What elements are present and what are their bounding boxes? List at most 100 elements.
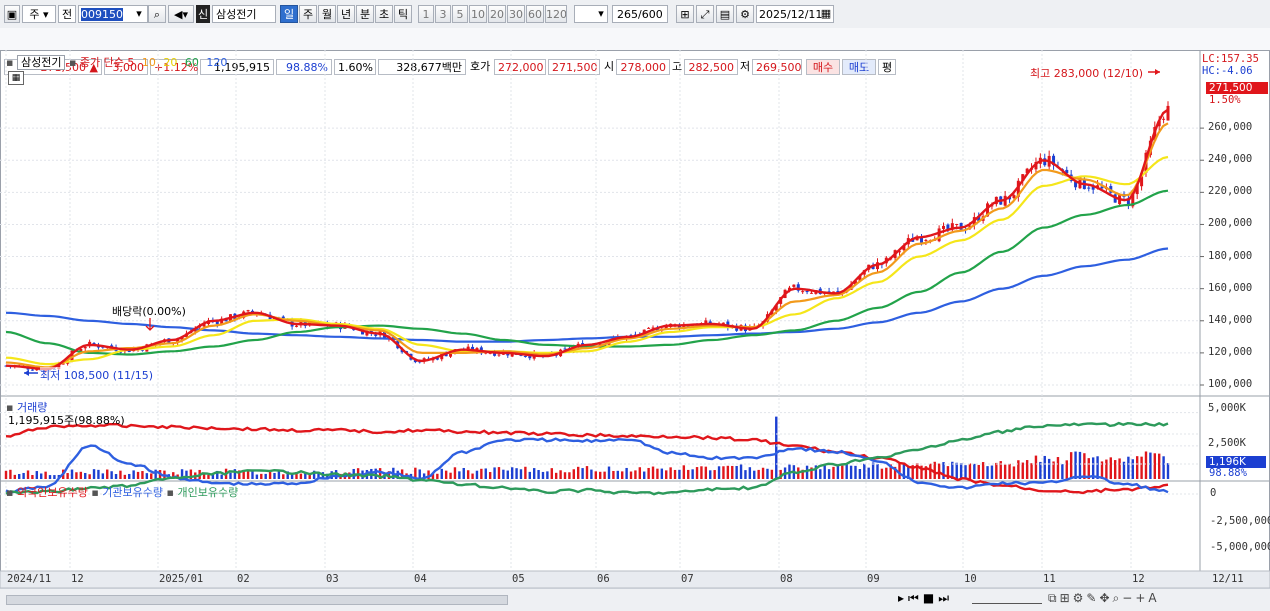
candle-type-icon[interactable]: ⊞: [676, 5, 694, 23]
candle-body: [986, 203, 990, 217]
interval-tab-2[interactable]: 5: [452, 5, 468, 23]
ma-legend-5: 5: [127, 56, 135, 69]
count-field[interactable]: 265/600: [612, 5, 668, 23]
interval-tab-3[interactable]: 10: [469, 5, 487, 23]
stock-label[interactable]: 삼성전기: [16, 55, 66, 70]
volume-bar: [220, 474, 223, 479]
first-icon[interactable]: ⏮: [908, 591, 923, 605]
holding-legend: ▪ 외국인보유수량 ▪ 기관보유수량 ▪ 개인보유수량: [6, 486, 239, 499]
stock-name-field[interactable]: 삼성전기: [212, 5, 276, 23]
volume-bar: [1122, 461, 1126, 479]
interval-tab-5[interactable]: 30: [507, 5, 525, 23]
volume-bar: [647, 467, 650, 479]
table-icon[interactable]: ▦: [8, 71, 24, 85]
volume-bar: [766, 468, 769, 479]
stock-code-input[interactable]: 009150: [78, 5, 148, 23]
volume-bar: [510, 467, 514, 479]
interval-tab-1[interactable]: 3: [435, 5, 451, 23]
holding-line-1: [5, 437, 1169, 494]
candle-body: [1003, 195, 1007, 206]
period-type-select[interactable]: 주 ▾: [22, 5, 56, 23]
period-tab-3[interactable]: 년: [337, 5, 355, 23]
horizontal-scrollbar[interactable]: [6, 595, 508, 605]
settings-icon[interactable]: ⚙: [1072, 591, 1087, 605]
search-icon[interactable]: ⌕: [148, 5, 166, 23]
ask-price: 272,000: [494, 59, 546, 75]
x-axis-label: 03: [326, 573, 339, 585]
volume-bar: [255, 474, 259, 479]
price-tick-label: 140,000: [1208, 313, 1253, 326]
save-icon[interactable]: ▤: [716, 5, 734, 23]
quote-bar: 271,500 ▲ 3,000 +1.12% 1,195,915 98.88% …: [0, 28, 1270, 75]
volume-bar: [1056, 457, 1060, 479]
date-field[interactable]: 2025/12/11: [756, 5, 834, 23]
plus-icon[interactable]: +: [1135, 591, 1149, 605]
buy-button[interactable]: 매수: [806, 59, 840, 75]
volume-bar: [185, 470, 188, 479]
draw-icon[interactable]: ✎: [1086, 591, 1100, 605]
volume-bar: [299, 473, 303, 479]
volume-bar: [629, 471, 633, 479]
volume-bar: [88, 474, 91, 479]
interval-tab-7[interactable]: 120: [545, 5, 567, 23]
period-tab-1[interactable]: 주: [299, 5, 317, 23]
period-tab-5[interactable]: 초: [375, 5, 393, 23]
grid-icon[interactable]: ⊞: [1059, 591, 1073, 605]
evaluate-button[interactable]: 평: [878, 59, 896, 75]
gear-icon[interactable]: ⚙: [736, 5, 754, 23]
code-dropdown-icon[interactable]: ▾: [136, 7, 142, 20]
interval-tab-4[interactable]: 20: [488, 5, 506, 23]
volume-bar: [1131, 459, 1134, 479]
last-icon[interactable]: ⏭: [938, 591, 953, 605]
count-total: /600: [638, 8, 663, 21]
interval-tab-0[interactable]: 1: [418, 5, 434, 23]
volume-bar: [431, 473, 435, 479]
volume-bar: [801, 469, 804, 479]
zoom-slider[interactable]: [972, 593, 1042, 604]
candle-body: [805, 290, 809, 293]
interval-tab-6[interactable]: 60: [526, 5, 544, 23]
low-label: 저: [740, 60, 751, 73]
volume-bar: [488, 472, 492, 479]
volume-bar: [145, 473, 149, 479]
volume-title: 거래량: [16, 401, 48, 414]
volume-bar: [717, 466, 721, 479]
sell-button[interactable]: 매도: [842, 59, 876, 75]
period-tab-4[interactable]: 분: [356, 5, 374, 23]
layout-icon[interactable]: ⧉: [1048, 591, 1060, 605]
candle-body: [920, 237, 924, 243]
stop-icon[interactable]: ■: [922, 591, 939, 605]
mode-select[interactable]: 전: [58, 5, 76, 23]
volume-bar: [845, 463, 848, 479]
period-tab-0[interactable]: 일: [280, 5, 298, 23]
holding-legend-institution: 기관보유수량: [102, 486, 164, 499]
line-tool-icon[interactable]: ⤢: [696, 5, 714, 23]
period-tab-2[interactable]: 월: [318, 5, 336, 23]
interval-dropdown-icon[interactable]: ▾: [598, 7, 604, 20]
volume-bar: [775, 416, 778, 479]
hc-label: HC:-4.06: [1202, 65, 1253, 77]
calendar-icon[interactable]: ▦: [820, 7, 832, 20]
window-menu-icon[interactable]: ▣: [4, 5, 20, 23]
volume-bar: [638, 467, 642, 479]
speaker-icon[interactable]: ◀▾: [168, 5, 194, 23]
interval-input[interactable]: [574, 5, 608, 23]
volume-bar: [753, 470, 756, 479]
candle-body: [365, 330, 369, 336]
period-tab-6[interactable]: 틱: [394, 5, 412, 23]
volume-bar: [70, 469, 74, 479]
volume-bar: [119, 470, 122, 479]
volume-bar: [761, 467, 765, 479]
tool-icons: ⧉⊞⚙✎✥⌕−+A: [1048, 591, 1160, 606]
volume-bar: [722, 466, 725, 479]
cursor-icon[interactable]: ✥: [1099, 591, 1113, 605]
candle-body: [493, 351, 497, 356]
stock-chart[interactable]: [0, 50, 1270, 588]
font-icon[interactable]: A: [1148, 591, 1160, 605]
magnify-icon[interactable]: ⌕: [1112, 591, 1123, 605]
minus-icon[interactable]: −: [1122, 591, 1136, 605]
prev-icon[interactable]: ▸: [898, 591, 909, 605]
volume-bar: [1078, 451, 1082, 479]
volume-bar: [40, 473, 43, 479]
